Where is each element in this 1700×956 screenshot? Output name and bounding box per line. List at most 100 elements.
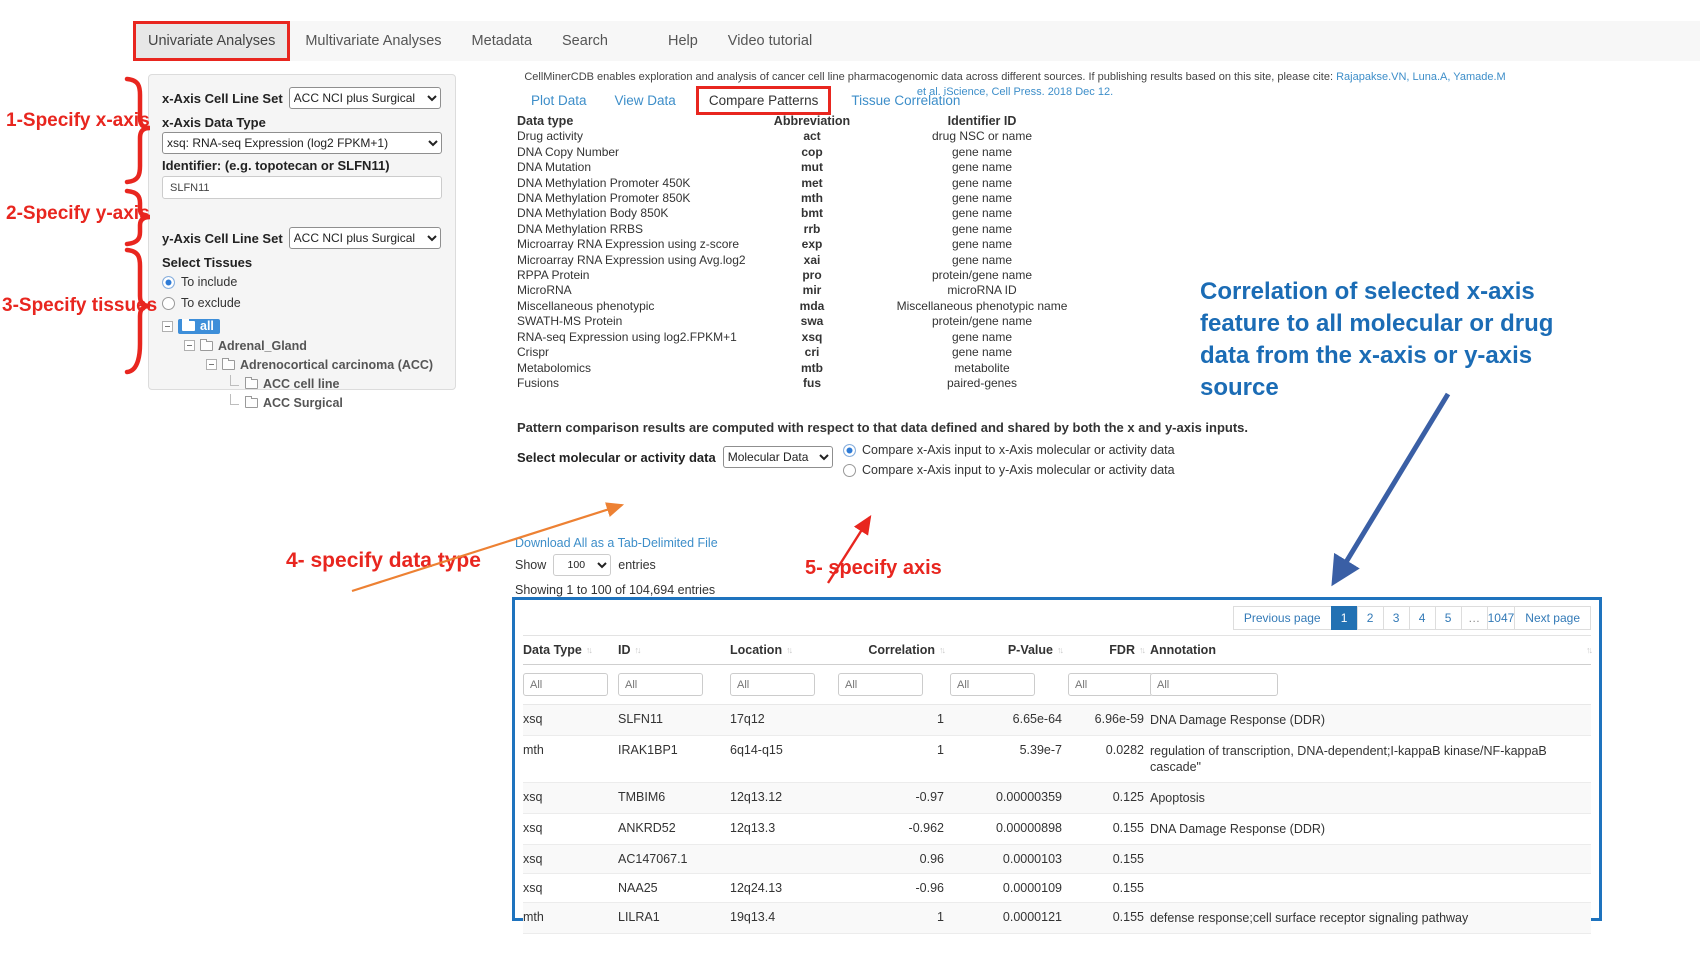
data-type-row: DNA Copy Number cop gene name <box>517 145 1107 160</box>
data-type-name: RPPA Protein <box>517 268 590 283</box>
nav-tab-multivariate-analyses[interactable]: Multivariate Analyses <box>305 33 442 49</box>
filter-cell <box>1068 673 1153 696</box>
molecular-data-select[interactable]: Molecular Data <box>722 446 833 468</box>
compare-radio-input[interactable] <box>843 463 856 477</box>
cell-annotation: Apoptosis <box>1150 791 1205 805</box>
data-type-name: DNA Copy Number <box>517 144 620 159</box>
column-filter-id[interactable] <box>618 673 703 696</box>
compare-axis-radios: Compare x-Axis input to x-Axis molecular… <box>843 441 1175 483</box>
column-filter-data-type[interactable] <box>523 673 608 696</box>
pagination-page-1[interactable]: 1 <box>1330 606 1358 630</box>
nav-tab-metadata[interactable]: Metadata <box>471 33 533 49</box>
tree-node-selected-chip[interactable]: all <box>178 319 220 334</box>
tree-elbow-icon <box>230 393 239 405</box>
sort-icon: ↑↓ <box>1139 645 1146 655</box>
top-nav: Univariate Analyses Multivariate Analyses… <box>133 21 1700 61</box>
cell-location: 17q12 <box>730 712 765 726</box>
folder-icon <box>245 376 258 389</box>
column-header-annotation[interactable]: Annotation ↑↓ <box>1150 643 1593 657</box>
pagination-page-1047[interactable]: 1047 <box>1486 606 1516 630</box>
tissue-radio-input-to-exclude[interactable] <box>162 296 175 310</box>
filter-cell <box>618 673 730 696</box>
column-header-fdr[interactable]: FDR ↑↓ <box>1068 643 1150 657</box>
page-length-select[interactable]: 100 <box>553 554 612 576</box>
cell-p-value: 6.65e-64 <box>1012 712 1062 726</box>
tree-node-acc-cell-line[interactable]: ACC cell line <box>162 374 442 393</box>
compare-radio-input[interactable] <box>843 443 856 457</box>
column-filter-fdr[interactable] <box>1068 673 1153 696</box>
tissue-radio-label: To include <box>181 275 238 289</box>
data-type-abbreviation: mda <box>799 298 825 313</box>
nav-tab-video-tutorial[interactable]: Video tutorial <box>727 33 813 49</box>
tissue-radio-to-include[interactable]: To include <box>162 275 442 289</box>
tree-collapse-icon[interactable] <box>162 321 173 332</box>
data-type-name: DNA Methylation Promoter 450K <box>517 175 691 190</box>
x-axis-cell-line-set-select[interactable]: ACC NCI plus Surgical <box>288 87 441 109</box>
data-type-abbreviation: mut <box>801 160 823 175</box>
results-header-row: Data Type ↑↓ ID ↑↓ Location ↑↓ Correlation ↑↓ P-… <box>523 635 1593 665</box>
pagination-page-2[interactable]: 2 <box>1356 606 1384 630</box>
x-axis-data-type-select[interactable]: xsq: RNA-seq Expression (log2 FPKM+1) <box>162 132 442 154</box>
pagination-previous-button[interactable]: Previous page <box>1232 606 1332 630</box>
sort-icon: ↑↓ <box>786 645 793 655</box>
tree-node-all[interactable]: all <box>162 317 442 336</box>
cell-data-type: xsq <box>523 852 543 866</box>
tree-node-acc-surgical[interactable]: ACC Surgical <box>162 393 442 412</box>
tree-collapse-icon[interactable] <box>184 340 195 351</box>
y-axis-cell-line-set-select[interactable]: ACC NCI plus Surgical <box>288 227 441 249</box>
data-type-abbreviation: xai <box>803 252 821 267</box>
pagination-page-5[interactable]: 5 <box>1434 606 1462 630</box>
download-tab-delimited-link[interactable]: Download All as a Tab-Delimited File <box>515 536 718 550</box>
tree-node-label: Adrenocortical carcinoma (ACC) <box>240 357 434 372</box>
column-filter-p-value[interactable] <box>950 673 1035 696</box>
data-type-name: DNA Methylation RRBS <box>517 221 644 236</box>
cell-fdr: 0.0282 <box>1105 743 1144 757</box>
column-header-location[interactable]: Location ↑↓ <box>730 643 838 657</box>
tree-node-adrenocortical-carcinoma-acc[interactable]: Adrenocortical carcinoma (ACC) <box>162 355 442 374</box>
result-row-naa25: xsq NAA25 12q24.13 -0.96 0.0000109 0.155 <box>523 874 1591 903</box>
cell-id: AC147067.1 <box>618 852 688 866</box>
column-header-correlation[interactable]: Correlation ↑↓ <box>838 643 950 657</box>
data-type-row: Microarray RNA Expression using Avg.log2… <box>517 253 1107 268</box>
pagination-page-3[interactable]: 3 <box>1382 606 1410 630</box>
nav-tab-univariate-analyses[interactable]: Univariate Analyses <box>133 21 291 61</box>
pattern-comparison-note: Pattern comparison results are computed … <box>517 420 1249 435</box>
tree-node-adrenal-gland[interactable]: Adrenal_Gland <box>162 336 442 355</box>
column-header-id[interactable]: ID ↑↓ <box>618 643 730 657</box>
pagination-next-button[interactable]: Next page <box>1514 606 1591 630</box>
column-header-p-value[interactable]: P-Value ↑↓ <box>950 643 1068 657</box>
data-type-abbreviation: rrb <box>803 221 821 236</box>
y-axis-cell-line-set-label: y-Axis Cell Line Set <box>162 230 283 246</box>
column-header-data-type[interactable]: Data Type ↑↓ <box>523 643 618 657</box>
column-filter-correlation[interactable] <box>838 673 923 696</box>
data-type-identifier: gene name <box>951 252 1013 267</box>
tissue-radio-input-to-include[interactable] <box>162 275 175 289</box>
column-filter-annotation[interactable] <box>1150 673 1278 696</box>
data-type-row: Microarray RNA Expression using z-score e… <box>517 237 1107 252</box>
analysis-subtabs: Plot Data View Data Compare Patterns Tissue… <box>517 86 974 115</box>
pagination-page-4[interactable]: 4 <box>1408 606 1436 630</box>
citation-authors-link[interactable]: Rajapakse.VN, Luna.A, Yamade.M <box>1336 71 1506 83</box>
compare-radio-compare-x-axis-input-to-y-axis[interactable]: Compare x-Axis input to y-Axis molecular… <box>843 463 1175 477</box>
cell-fdr: 6.96e-59 <box>1094 712 1144 726</box>
nav-tab-search[interactable]: Search <box>562 33 608 49</box>
cell-data-type: xsq <box>523 881 543 895</box>
select-tissues-label: Select Tissues <box>162 255 253 270</box>
identifier-input[interactable] <box>162 176 442 199</box>
column-header-label: Correlation <box>868 643 935 657</box>
subtab-view-data[interactable]: View Data <box>614 93 676 108</box>
cell-data-type: xsq <box>523 712 543 726</box>
subtab-tissue-correlation[interactable]: Tissue Correlation <box>851 93 961 108</box>
subtab-compare-patterns[interactable]: Compare Patterns <box>695 86 832 115</box>
subtab-plot-data[interactable]: Plot Data <box>531 93 587 108</box>
cell-data-type: mth <box>523 743 544 757</box>
citation-journal-link[interactable]: et al. iScience, Cell Press. 2018 Dec 12… <box>916 86 1114 98</box>
data-type-row: Crispr cri gene name <box>517 345 1107 360</box>
nav-tab-help[interactable]: Help <box>667 33 698 49</box>
tissue-radio-to-exclude[interactable]: To exclude <box>162 296 442 310</box>
column-filter-location[interactable] <box>730 673 815 696</box>
cell-data-type: xsq <box>523 821 543 835</box>
annotation-step2: 2-Specify y-axis <box>6 203 150 224</box>
compare-radio-compare-x-axis-input-to-x-axis[interactable]: Compare x-Axis input to x-Axis molecular… <box>843 443 1175 457</box>
tree-collapse-icon[interactable] <box>206 359 217 370</box>
